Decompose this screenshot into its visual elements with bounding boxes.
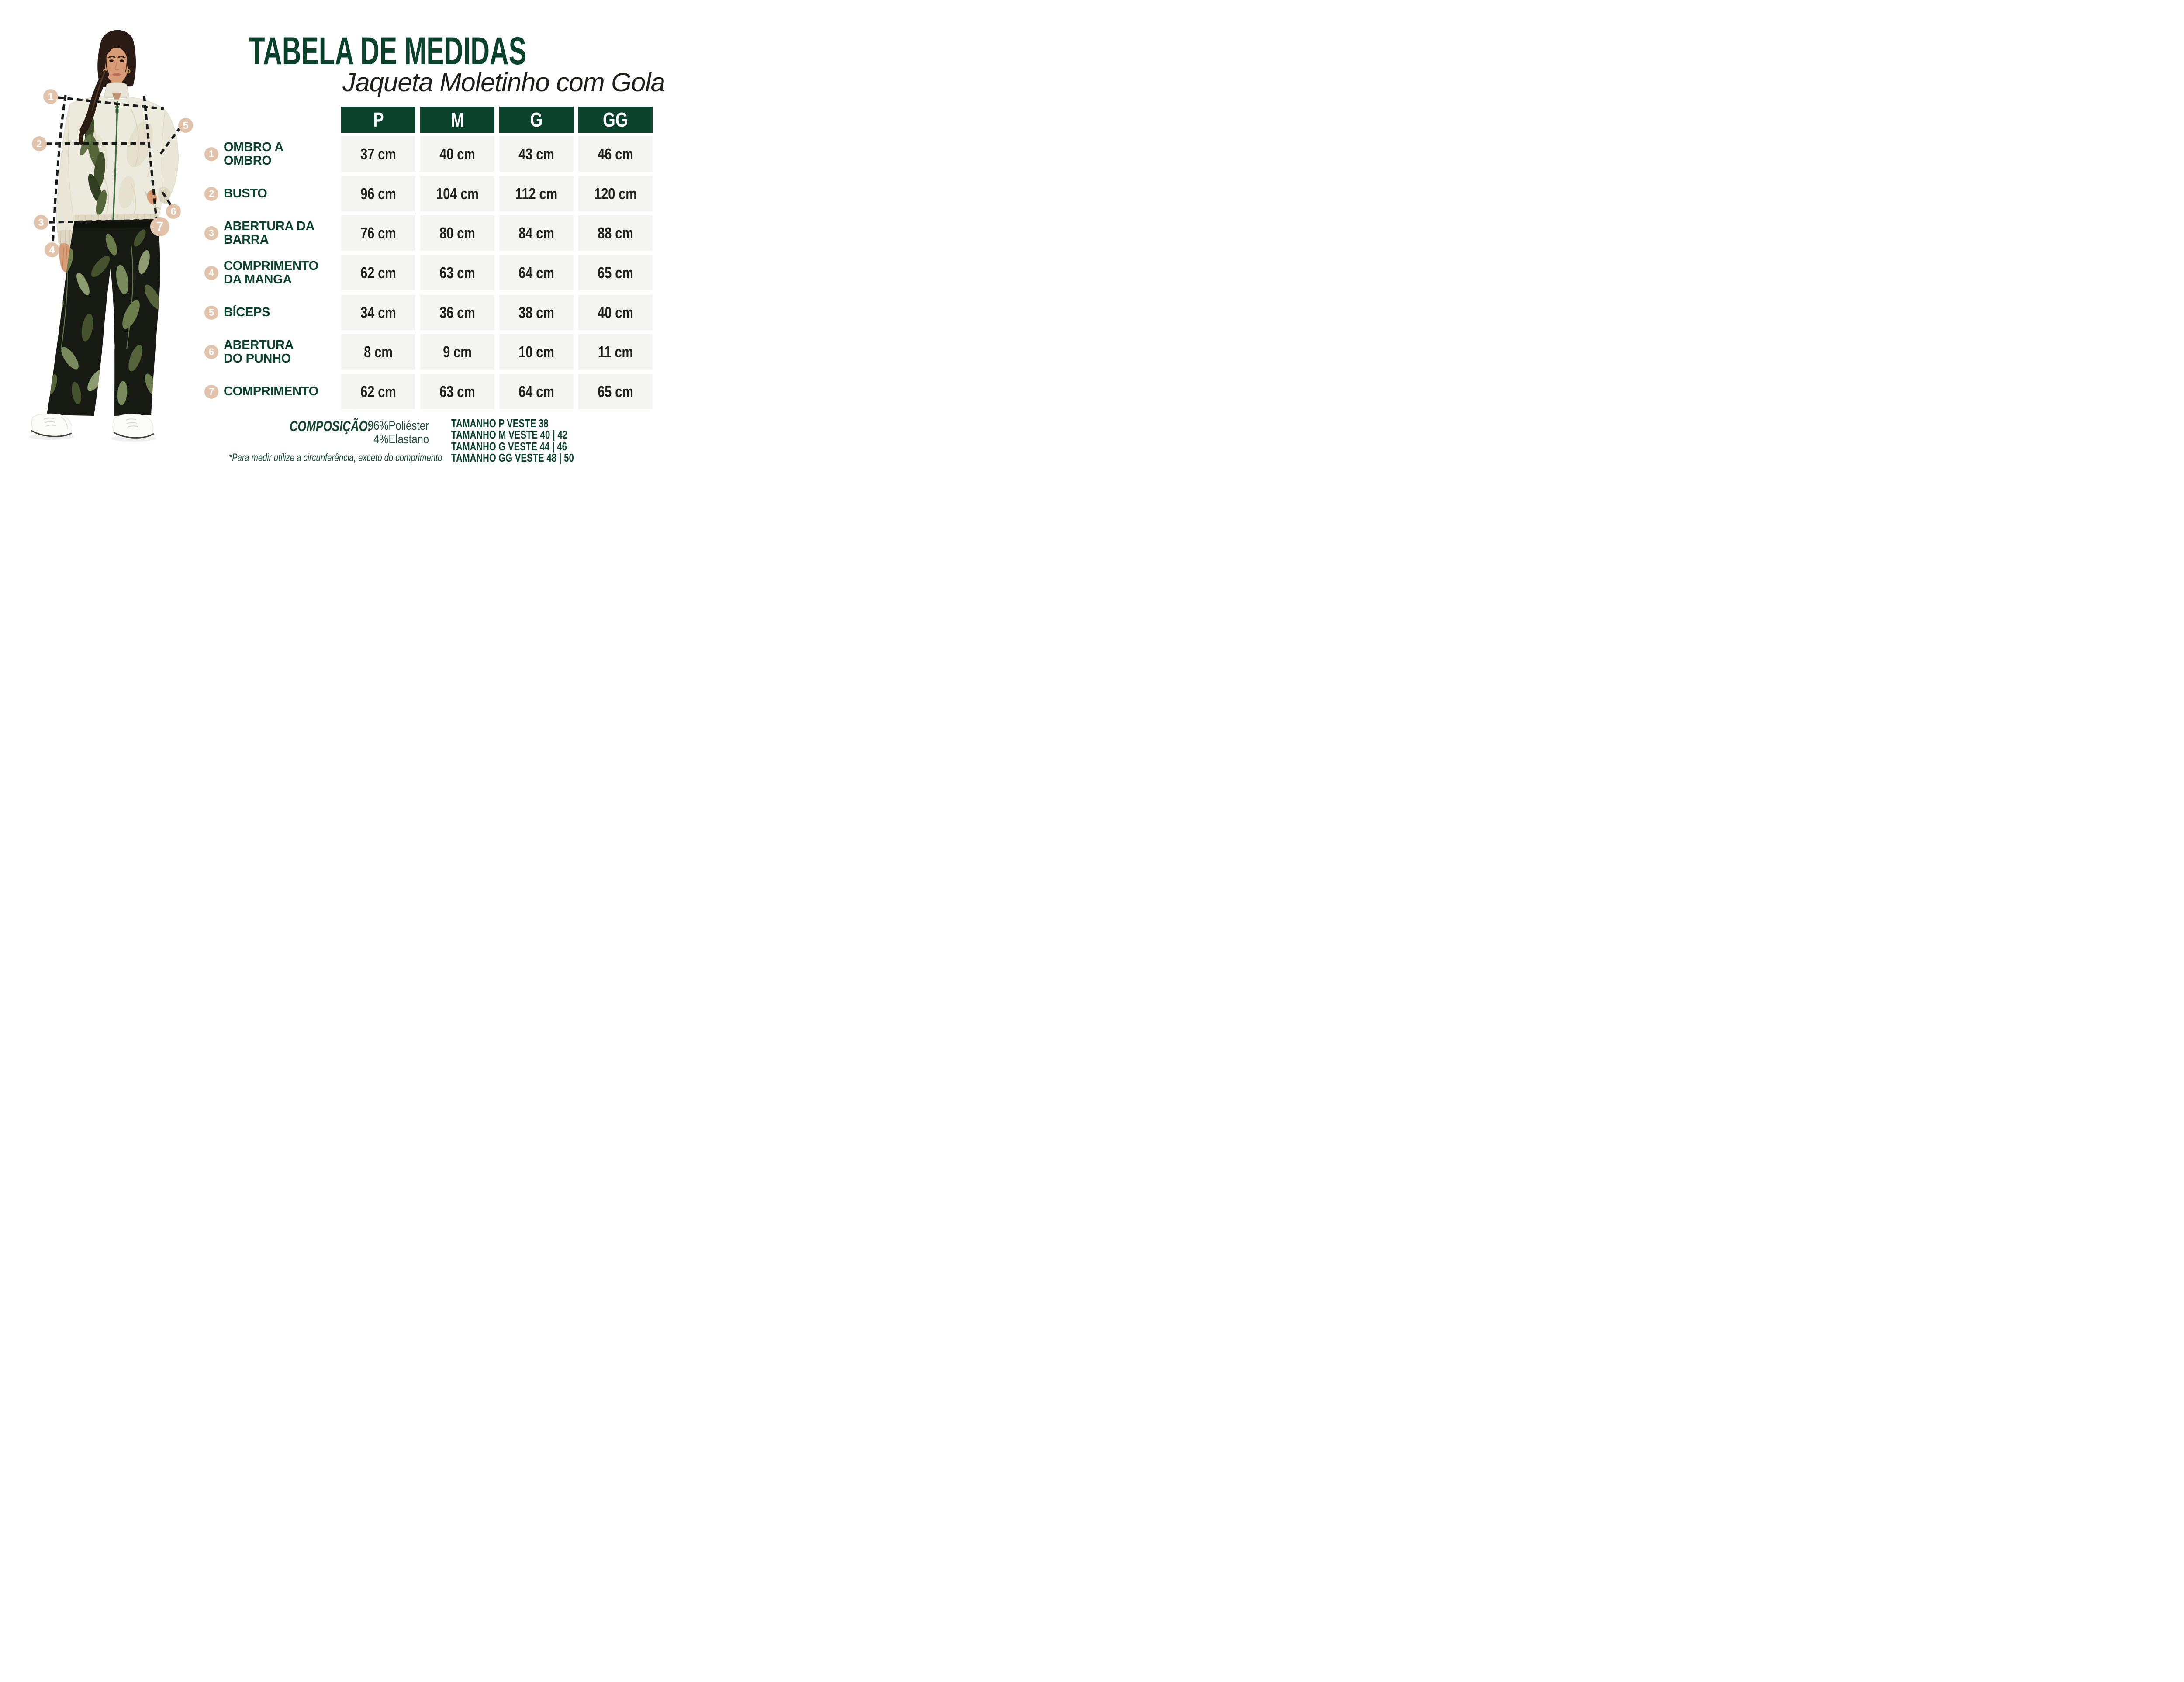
cell-r7-m: 63 cm bbox=[420, 374, 494, 409]
size-header-g: G bbox=[499, 107, 574, 133]
model-marker-3: 3 bbox=[34, 215, 48, 230]
row-number-4: 4 bbox=[204, 266, 218, 280]
cell-r2-p: 96 cm bbox=[341, 176, 415, 211]
size-header-p: P bbox=[341, 107, 415, 133]
composition-values: 96%Poliéster 4%Elastano bbox=[367, 419, 429, 446]
cell-r7-p: 62 cm bbox=[341, 374, 415, 409]
model-marker-6: 6 bbox=[166, 204, 181, 219]
cell-r2-g: 112 cm bbox=[499, 176, 574, 211]
earring-right bbox=[126, 69, 131, 73]
cell-r3-p: 76 cm bbox=[341, 215, 415, 251]
jacket-leaf-print bbox=[80, 116, 107, 216]
measurement-footnote: *Para medir utilize a circunferência, ex… bbox=[229, 452, 442, 464]
cell-r2-gg: 120 cm bbox=[578, 176, 653, 211]
cell-r4-g: 64 cm bbox=[499, 255, 574, 290]
cell-r1-g: 43 cm bbox=[499, 136, 574, 172]
cell-r7-g: 64 cm bbox=[499, 374, 574, 409]
cell-r4-p: 62 cm bbox=[341, 255, 415, 290]
cell-r3-gg: 88 cm bbox=[578, 215, 653, 251]
model-shoes bbox=[29, 413, 156, 442]
row-number-6: 6 bbox=[204, 345, 218, 359]
cell-r1-gg: 46 cm bbox=[578, 136, 653, 172]
sizing-line-p: TAMANHO P VESTE 38 bbox=[451, 418, 549, 430]
cell-r3-g: 84 cm bbox=[499, 215, 574, 251]
model-ponytail bbox=[79, 70, 109, 145]
model-marker-7: 7 bbox=[150, 217, 169, 236]
cell-r6-g: 10 cm bbox=[499, 334, 574, 370]
sizing-line-m: TAMANHO M VESTE 40 | 42 bbox=[451, 429, 568, 442]
row-label-2: BUSTO bbox=[224, 187, 267, 200]
cell-r2-m: 104 cm bbox=[420, 176, 494, 211]
row-label-3: ABERTURA DA BARRA bbox=[224, 219, 315, 247]
cell-r7-gg: 65 cm bbox=[578, 374, 653, 409]
cell-r5-g: 38 cm bbox=[499, 295, 574, 330]
sizing-line-gg: TAMANHO GG VESTE 48 | 50 bbox=[451, 452, 574, 465]
page-title: TABELA DE MEDIDAS bbox=[249, 29, 526, 73]
size-header-m: M bbox=[420, 107, 494, 133]
cell-r4-m: 63 cm bbox=[420, 255, 494, 290]
row-number-3: 3 bbox=[204, 226, 218, 240]
jacket-zipper bbox=[112, 101, 119, 221]
row-label-4: COMPRIMENTO DA MANGA bbox=[224, 259, 318, 287]
cell-r1-p: 37 cm bbox=[341, 136, 415, 172]
cell-r4-gg: 65 cm bbox=[578, 255, 653, 290]
cell-r5-p: 34 cm bbox=[341, 295, 415, 330]
model-photo bbox=[29, 30, 182, 442]
size-header-gg: GG bbox=[578, 107, 653, 133]
sizing-line-g: TAMANHO G VESTE 44 | 46 bbox=[451, 440, 567, 453]
row-number-7: 7 bbox=[204, 385, 218, 399]
row-number-5: 5 bbox=[204, 306, 218, 320]
sizing-equivalence-list: TAMANHO P VESTE 38 TAMANHO M VESTE 40 | … bbox=[451, 418, 605, 464]
row-label-5: BÍCEPS bbox=[224, 305, 270, 319]
row-number-1: 1 bbox=[204, 147, 218, 161]
row-label-7: COMPRIMENTO bbox=[224, 384, 318, 398]
cell-r6-p: 8 cm bbox=[341, 334, 415, 370]
cell-r3-m: 80 cm bbox=[420, 215, 494, 251]
row-label-1: OMBRO A OMBRO bbox=[224, 140, 283, 168]
cell-r6-gg: 11 cm bbox=[578, 334, 653, 370]
cell-r1-m: 40 cm bbox=[420, 136, 494, 172]
model-marker-1: 1 bbox=[43, 89, 58, 104]
size-guide-page: 1 2 3 4 5 6 7 TABELA DE MEDIDAS Jaqueta … bbox=[0, 0, 684, 482]
row-number-2: 2 bbox=[204, 187, 218, 201]
cell-r5-gg: 40 cm bbox=[578, 295, 653, 330]
model-marker-4: 4 bbox=[45, 242, 59, 257]
composition-label: COMPOSIÇÃO: bbox=[289, 418, 371, 434]
model-marker-2: 2 bbox=[32, 136, 47, 151]
cell-r6-m: 9 cm bbox=[420, 334, 494, 370]
product-subtitle: Jaqueta Moletinho com Gola bbox=[342, 68, 665, 97]
measurement-lines bbox=[45, 95, 182, 243]
row-label-6: ABERTURA DO PUNHO bbox=[224, 338, 294, 366]
model-marker-5: 5 bbox=[178, 118, 193, 133]
cell-r5-m: 36 cm bbox=[420, 295, 494, 330]
